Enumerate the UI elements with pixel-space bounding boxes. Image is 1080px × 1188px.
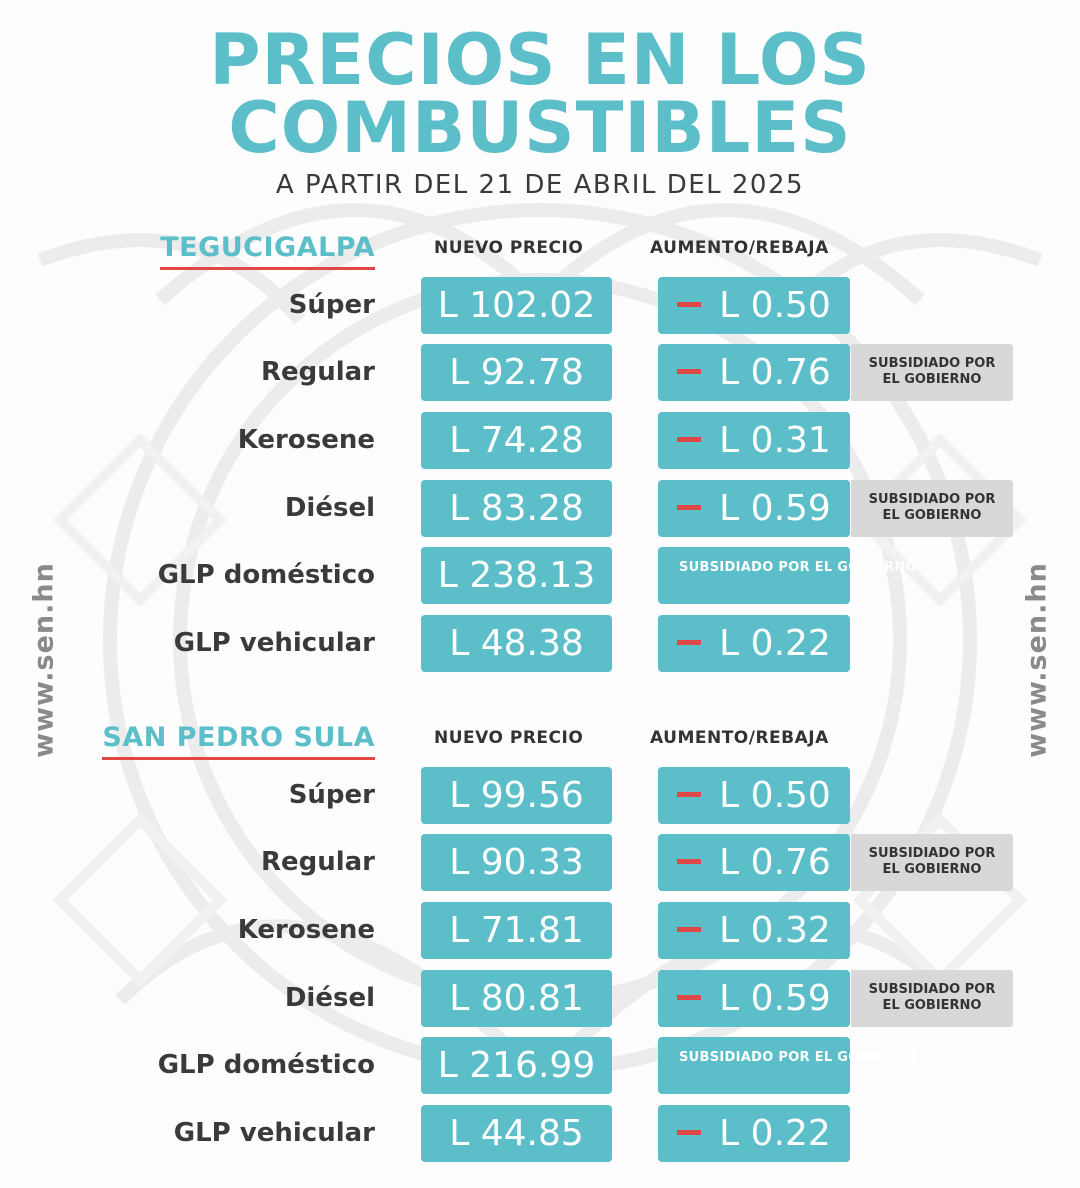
column-header-price: NUEVO PRECIO (434, 728, 584, 748)
change-value: L 0.22 (719, 1113, 831, 1154)
change-value: L 0.50 (719, 285, 831, 326)
change-value: L 0.59 (719, 978, 831, 1019)
decrease-minus-icon (677, 858, 702, 864)
fuel-name: Kerosene (237, 915, 375, 945)
fuel-name: Diésel (284, 493, 375, 523)
change-box: L 0.31 (658, 412, 850, 469)
price-box: L 83.28 (421, 480, 612, 537)
fuel-row: GLP doméstico L 216.99 SUBSIDIADO POR EL G… (0, 1037, 1080, 1094)
fuel-name: Súper (288, 290, 375, 320)
change-box: L 0.59 (658, 970, 850, 1027)
subsidy-note: SUBSIDIADO POR EL GOBIERNO (851, 344, 1013, 401)
change-box: L 0.50 (658, 767, 850, 824)
change-box: L 0.50 (658, 277, 850, 334)
fuel-name: GLP doméstico (157, 1050, 375, 1080)
change-value: L 0.76 (719, 352, 831, 393)
decrease-minus-icon (677, 926, 702, 932)
price-box: L 102.02 (421, 277, 612, 334)
change-box: L 0.59 (658, 480, 850, 537)
price-box: L 80.81 (421, 970, 612, 1027)
fuel-row: Súper L 99.56 L 0.50 (0, 767, 1080, 824)
column-header-change: AUMENTO/REBAJA (650, 238, 829, 258)
fuel-name: Súper (288, 780, 375, 810)
change-value: L 0.22 (719, 623, 831, 664)
price-box: L 238.13 (421, 547, 612, 604)
price-box: L 48.38 (421, 615, 612, 672)
fuel-row: Regular L 92.78 L 0.76 SUBSIDIADO POR EL GO… (0, 344, 1080, 401)
subsidy-note-text: SUBSIDIADO POR EL GOBIERNO (868, 492, 996, 523)
column-header-price: NUEVO PRECIO (434, 238, 584, 258)
change-value: L 0.76 (719, 842, 831, 883)
price-box: L 71.81 (421, 902, 612, 959)
subsidy-note-text: SUBSIDIADO POR EL GOBIERNO (868, 982, 996, 1013)
decrease-minus-icon (677, 994, 702, 1000)
decrease-minus-icon (677, 1129, 702, 1135)
page-title-line2: COMBUSTIBLES (228, 87, 852, 169)
change-box: L 0.76 (658, 344, 850, 401)
subsidy-note: SUBSIDIADO POR EL GOBIERNO (851, 834, 1013, 891)
fuel-row: GLP vehicular L 44.85 L 0.22 (0, 1105, 1080, 1162)
change-value: L 0.32 (719, 910, 831, 951)
change-box: L 0.32 (658, 902, 850, 959)
subsidy-note: SUBSIDIADO POR EL GOBIERNO (851, 970, 1013, 1027)
fuel-row: Kerosene L 71.81 L 0.32 (0, 902, 1080, 959)
decrease-minus-icon (677, 639, 702, 645)
fuel-row: Kerosene L 74.28 L 0.31 (0, 412, 1080, 469)
fuel-name: GLP vehicular (173, 1118, 375, 1148)
subsidized-label: SUBSIDIADO POR EL GOBIERNO (679, 1050, 917, 1065)
change-value: L 0.59 (719, 488, 831, 529)
fuel-name: Diésel (284, 983, 375, 1013)
price-box: L 44.85 (421, 1105, 612, 1162)
fuel-name: Regular (260, 357, 375, 387)
decrease-minus-icon (677, 791, 702, 797)
change-value: L 0.50 (719, 775, 831, 816)
price-box: L 99.56 (421, 767, 612, 824)
page-title-line1: PRECIOS EN LOS (209, 19, 871, 101)
fuel-row: GLP vehicular L 48.38 L 0.22 (0, 615, 1080, 672)
fuel-name: GLP doméstico (157, 560, 375, 590)
decrease-minus-icon (677, 504, 702, 510)
subsidy-note: SUBSIDIADO POR EL GOBIERNO (851, 480, 1013, 537)
change-box: L 0.76 (658, 834, 850, 891)
decrease-minus-icon (677, 368, 702, 374)
price-box: L 92.78 (421, 344, 612, 401)
change-value: L 0.31 (719, 420, 831, 461)
effective-date: A PARTIR DEL 21 DE ABRIL DEL 2025 (275, 170, 805, 200)
fuel-row: Diésel L 80.81 L 0.59 SUBSIDIADO POR EL GOB… (0, 970, 1080, 1027)
city-heading: TEGUCIGALPA (160, 232, 375, 270)
subsidy-note-text: SUBSIDIADO POR EL GOBIERNO (868, 356, 996, 387)
price-box: L 90.33 (421, 834, 612, 891)
subsidized-label: SUBSIDIADO POR EL GOBIERNO (679, 560, 917, 575)
fuel-row: GLP doméstico L 238.13 SUBSIDIADO POR EL G… (0, 547, 1080, 604)
city-heading: SAN PEDRO SULA (102, 722, 375, 760)
fuel-row: Diésel L 83.28 L 0.59 SUBSIDIADO POR EL GOB… (0, 480, 1080, 537)
fuel-row: Súper L 102.02 L 0.50 (0, 277, 1080, 334)
fuel-name: Kerosene (237, 425, 375, 455)
decrease-minus-icon (677, 301, 702, 307)
change-box: SUBSIDIADO POR EL GOBIERNO (658, 547, 917, 604)
column-header-change: AUMENTO/REBAJA (650, 728, 829, 748)
decrease-minus-icon (677, 436, 702, 442)
change-box: SUBSIDIADO POR EL GOBIERNO (658, 1037, 917, 1094)
change-box: L 0.22 (658, 1105, 850, 1162)
price-box: L 74.28 (421, 412, 612, 469)
subsidy-note-text: SUBSIDIADO POR EL GOBIERNO (868, 846, 996, 877)
fuel-name: Regular (260, 847, 375, 877)
price-box: L 216.99 (421, 1037, 612, 1094)
fuel-name: GLP vehicular (173, 628, 375, 658)
fuel-row: Regular L 90.33 L 0.76 SUBSIDIADO POR EL GO… (0, 834, 1080, 891)
change-box: L 0.22 (658, 615, 850, 672)
